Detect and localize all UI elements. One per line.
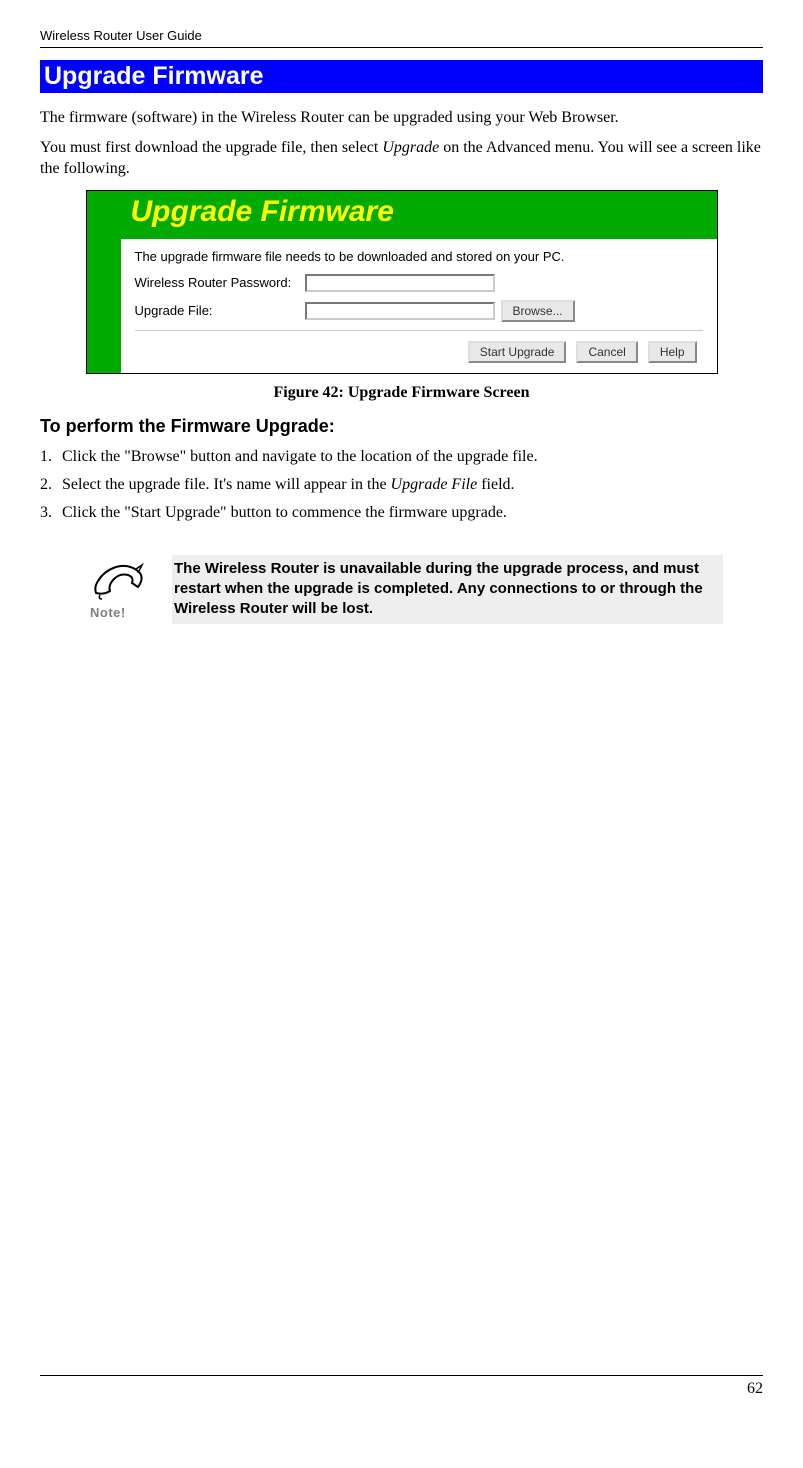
step-1-text: Click the "Browse" button and navigate t… [62, 448, 538, 465]
cancel-button[interactable]: Cancel [576, 341, 637, 363]
page-number: 62 [40, 1380, 763, 1398]
p2-part-a: You must first download the upgrade file… [40, 139, 382, 156]
ss-password-label: Wireless Router Password: [135, 275, 305, 290]
step-2-italic: Upgrade File [391, 476, 478, 493]
figure-caption: Figure 42: Upgrade Firmware Screen [40, 384, 763, 402]
step-3-text: Click the "Start Upgrade" button to comm… [62, 504, 507, 521]
note-text: The Wireless Router is unavailable durin… [172, 555, 723, 624]
header-rule [40, 47, 763, 48]
intro-paragraph-2: You must first download the upgrade file… [40, 137, 763, 180]
step-1: 1.Click the "Browse" button and navigate… [40, 445, 763, 469]
step-2: 2.Select the upgrade file. It's name wil… [40, 473, 763, 497]
note-hand-icon [90, 559, 148, 603]
footer-rule [40, 1375, 763, 1376]
ss-file-input[interactable] [305, 302, 495, 320]
help-button[interactable]: Help [648, 341, 697, 363]
browse-button[interactable]: Browse... [501, 300, 575, 322]
ss-description: The upgrade firmware file needs to be do… [135, 249, 703, 264]
start-upgrade-button[interactable]: Start Upgrade [468, 341, 567, 363]
step-3: 3.Click the "Start Upgrade" button to co… [40, 501, 763, 525]
intro-paragraph-1: The firmware (software) in the Wireless … [40, 107, 763, 129]
ss-file-label: Upgrade File: [135, 303, 305, 318]
p2-italic: Upgrade [382, 139, 439, 156]
ss-panel-title: Upgrade Firmware [121, 195, 717, 229]
section-title: Upgrade Firmware [40, 60, 763, 93]
step-2b: field. [477, 476, 514, 493]
step-2a: Select the upgrade file. It's name will … [62, 476, 391, 493]
ss-password-input[interactable] [305, 274, 495, 292]
firmware-screenshot: Upgrade Firmware The upgrade firmware fi… [86, 190, 718, 374]
ss-sidebar-top [87, 191, 121, 239]
note-box: Note! The Wireless Router is unavailable… [90, 555, 723, 624]
procedure-heading: To perform the Firmware Upgrade: [40, 416, 763, 437]
note-label: Note! [90, 605, 172, 620]
ss-sidebar [87, 239, 121, 373]
doc-header: Wireless Router User Guide [40, 28, 763, 43]
